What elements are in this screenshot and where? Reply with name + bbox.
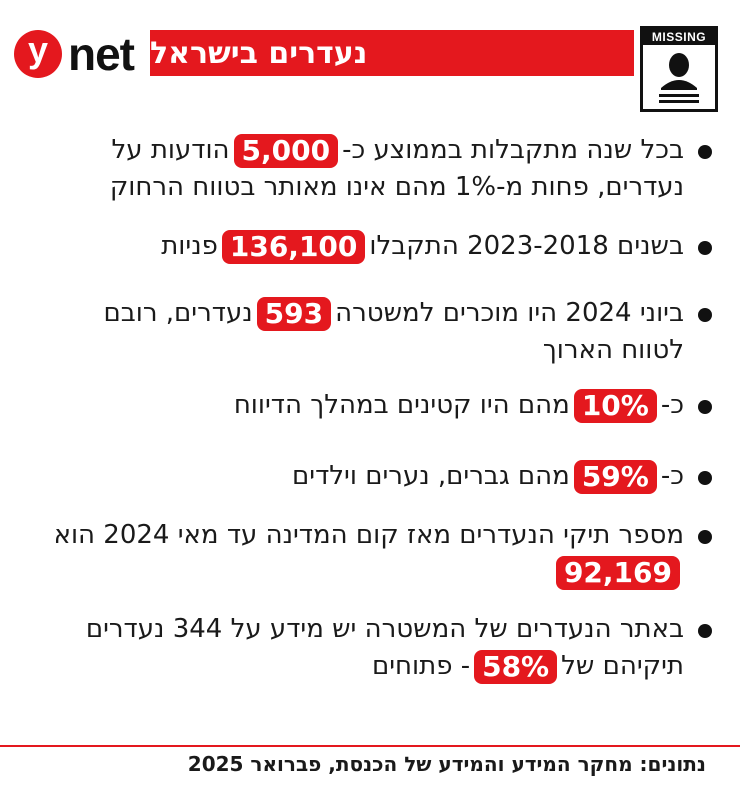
list-item: באתר הנעדרים של המשטרה יש מידע על 344 נע…	[34, 611, 714, 685]
bullet-icon	[698, 624, 712, 638]
fact-text: נעדרים, רובם לטווח הארוך	[103, 298, 684, 365]
missing-person-poster-icon: MISSING	[640, 26, 718, 112]
list-item: בכל שנה מתקבלות בממוצע כ-5,000הודעות על …	[34, 132, 714, 206]
fact-text: מהם היו קטינים במהלך הדיווח	[233, 390, 570, 420]
highlight-value: 92,169	[555, 555, 680, 590]
list-item: בשנים 2023-2018 התקבלו136,100פניות	[34, 228, 714, 265]
fact-text: ביוני 2024 היו מוכרים למשטרה	[335, 298, 684, 328]
fact-text: פניות	[161, 231, 218, 261]
source-note: נתונים: מחקר המידע והמידע של הכנסת, פברו…	[187, 752, 706, 776]
footer-divider	[0, 745, 740, 747]
logo-mark: y	[14, 30, 62, 78]
bullet-icon	[698, 241, 712, 255]
list-item: ביוני 2024 היו מוכרים למשטרה593נעדרים, ר…	[34, 295, 714, 369]
facts-list: בכל שנה מתקבלות בממוצע כ-5,000הודעות על …	[34, 132, 714, 685]
highlight-value: 10%	[573, 388, 657, 423]
logo-text: net	[68, 28, 135, 80]
bullet-icon	[698, 145, 712, 159]
person-silhouette-icon	[659, 53, 699, 103]
list-item: מספר תיקי הנעדרים מאז קום המדינה עד מאי …	[34, 517, 714, 591]
fact-text: כ-	[660, 390, 684, 420]
bullet-icon	[698, 308, 712, 322]
list-item: כ-59%מהם גברים, נערים וילדים	[34, 458, 714, 495]
bullet-icon	[698, 471, 712, 485]
bullet-icon	[698, 530, 712, 544]
fact-text: בשנים 2023-2018 התקבלו	[369, 231, 684, 261]
highlight-value: 58%	[474, 649, 558, 684]
header: y net נעדרים בישראל MISSING	[0, 0, 740, 112]
fact-text: הודעות על נעדרים, פחות מ-1% מהם אינו מאו…	[109, 135, 684, 202]
page-title: נעדרים בישראל	[150, 35, 368, 71]
fact-text: מספר תיקי הנעדרים מאז קום המדינה עד מאי …	[53, 520, 684, 550]
bullet-icon	[698, 400, 712, 414]
missing-badge-label: MISSING	[643, 29, 715, 45]
fact-text: בכל שנה מתקבלות בממוצע כ-	[342, 135, 684, 165]
highlight-value: 5,000	[233, 133, 339, 168]
ynet-logo: y net	[14, 28, 135, 80]
list-item: כ-10%מהם היו קטינים במהלך הדיווח	[34, 387, 714, 424]
highlight-value: 136,100	[221, 229, 366, 264]
fact-text: - פתוחים	[371, 651, 471, 681]
fact-text: באתר הנעדרים של המשטרה יש מידע על 344 נע…	[85, 614, 684, 681]
highlight-value: 593	[256, 296, 332, 331]
fact-text: כ-	[660, 461, 684, 491]
fact-text: מהם גברים, נערים וילדים	[292, 461, 570, 491]
title-bar: נעדרים בישראל	[150, 30, 634, 76]
highlight-value: 59%	[573, 459, 657, 494]
